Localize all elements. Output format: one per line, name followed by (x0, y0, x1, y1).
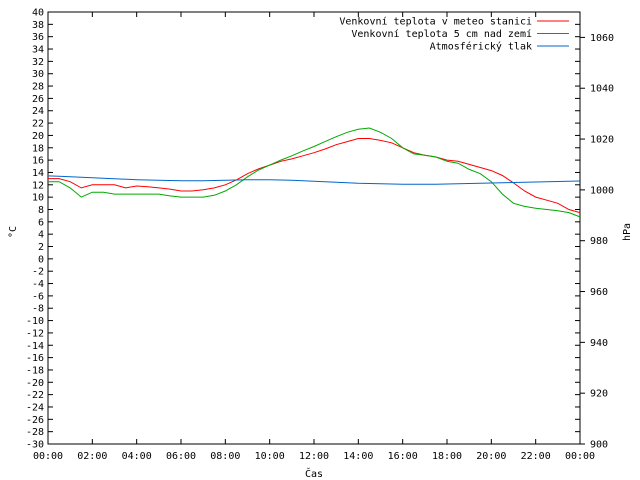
x-axis: 00:00 02:00 04:00 06:00 08:00 10:00 12:00 14:00… (33, 12, 595, 462)
y-tick-label: -16 (26, 353, 44, 364)
series-line-2 (48, 127, 581, 218)
y-tick-label: -8 (32, 304, 44, 315)
y-tick-label: -18 (26, 365, 44, 376)
y-tick-label: -6 (32, 291, 44, 302)
y-tick-label: 2 (38, 242, 44, 253)
y2-tick-label: 1000 (590, 185, 614, 196)
y2-tick-label: 1020 (590, 135, 614, 146)
y-tick-label: -2 (32, 267, 44, 278)
legend-label: Venkovní teplota v meteo stanici (339, 16, 532, 28)
y2-tick-label: 960 (590, 287, 608, 298)
y-tick-label: 18 (32, 143, 44, 154)
legend-label: Atmosférický tlak (430, 41, 532, 53)
x-tick-label: 04:00 (122, 451, 152, 462)
y-tick-label: -26 (26, 415, 44, 426)
x-tick-label: 00:00 (565, 451, 595, 462)
y-tick-label: 6 (38, 217, 44, 228)
y-tick-label: 14 (32, 168, 44, 179)
y-tick-label: 34 (32, 45, 44, 56)
legend-label: Venkovní teplota 5 cm nad zemí (351, 28, 532, 40)
y-tick-label: 26 (32, 94, 44, 105)
y-tick-label: -30 (26, 440, 44, 451)
y-tick-label: 4 (38, 230, 44, 241)
y-tick-label: 8 (38, 205, 44, 216)
y-tick-label: 28 (32, 82, 44, 93)
y-tick-label: 32 (32, 57, 44, 68)
x-axis-label: Čas (305, 467, 323, 480)
y-tick-label: 36 (32, 32, 44, 43)
y2-tick-label: 1040 (590, 84, 614, 95)
x-tick-label: 06:00 (166, 451, 196, 462)
y-tick-label: 10 (32, 193, 44, 204)
x-tick-label: 00:00 (33, 451, 63, 462)
x-tick-label: 12:00 (299, 451, 329, 462)
y-tick-label: 20 (32, 131, 44, 142)
y2-tick-label: 920 (590, 389, 608, 400)
y-tick-label: 30 (32, 69, 44, 80)
y-tick-label: 16 (32, 156, 44, 167)
y-tick-label: -12 (26, 328, 44, 339)
x-tick-label: 10:00 (255, 451, 285, 462)
x-tick-label: 20:00 (476, 451, 506, 462)
y-tick-label: 0 (38, 254, 44, 265)
y-tick-label: 22 (32, 119, 44, 130)
y2-tick-label: 940 (590, 338, 608, 349)
y-tick-label: -22 (26, 390, 44, 401)
y-tick-label: -28 (26, 427, 44, 438)
x-tick-label: 14:00 (343, 451, 373, 462)
x-tick-label: 22:00 (521, 451, 551, 462)
y-tick-label: 24 (32, 106, 44, 117)
y-axis-label: °C (8, 226, 19, 238)
y-tick-label: -24 (26, 402, 44, 413)
plot-border (47, 11, 581, 445)
series-line-3 (47, 175, 581, 185)
x-tick-label: 18:00 (432, 451, 462, 462)
y-tick-label: -10 (26, 316, 44, 327)
y-tick-label: -14 (26, 341, 44, 352)
legend: Venkovní teplota v meteo staniciVenkovní… (339, 16, 569, 53)
y-tick-label: 12 (32, 180, 44, 191)
y2-tick-label: 980 (590, 236, 608, 247)
series-lines (47, 127, 581, 218)
y2-tick-label: 900 (590, 440, 608, 451)
y-tick-label: -4 (32, 279, 44, 290)
y-tick-label: 38 (32, 20, 44, 31)
y-tick-label: -20 (26, 378, 44, 389)
y2-axis-label: hPa (622, 223, 633, 241)
x-tick-label: 02:00 (77, 451, 107, 462)
y-tick-label: 40 (32, 8, 44, 19)
series-line-1 (48, 138, 581, 214)
y2-tick-label: 1060 (590, 33, 614, 44)
x-tick-label: 16:00 (388, 451, 418, 462)
y-axis-right: 900 920 940 960 980 1000 1020 1040 1060 (580, 33, 614, 451)
y-axis-left: -30-28-26-24-22-20-18-16-14-12-10-8-6-4-… (26, 8, 580, 451)
x-tick-label: 08:00 (210, 451, 240, 462)
